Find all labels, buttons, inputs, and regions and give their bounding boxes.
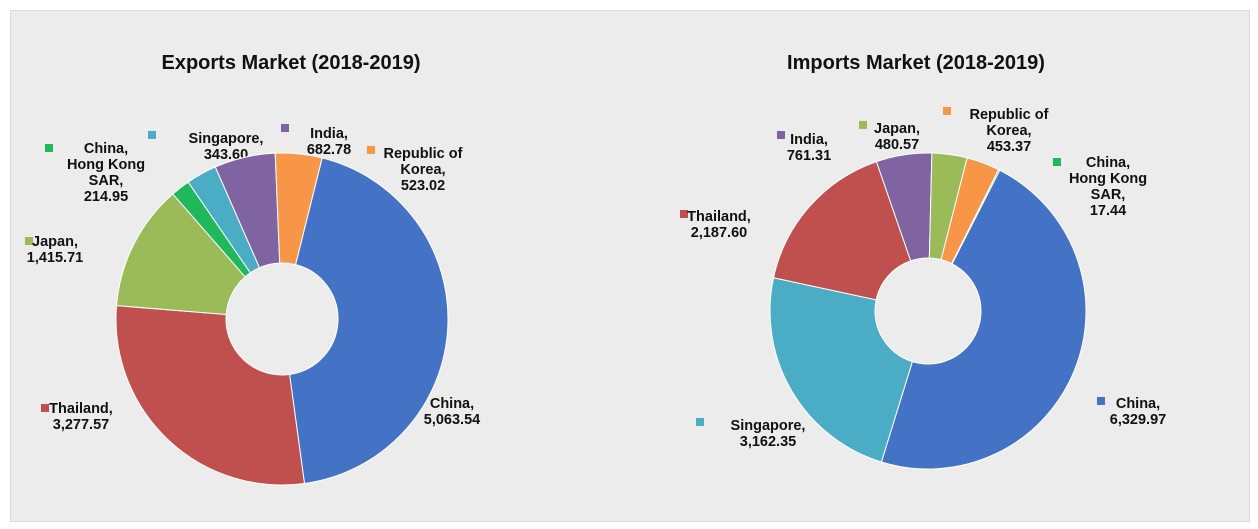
- slice-republic-of-korea: [274, 152, 323, 266]
- data-label-india: India, 682.78: [307, 126, 351, 158]
- label-marker-thailand: [41, 404, 49, 412]
- label-marker-republic-of-korea: [367, 146, 375, 154]
- data-label-china-hong-kong-sar: China, Hong Kong SAR, 214.95: [67, 141, 145, 205]
- label-marker-japan: [859, 121, 867, 129]
- label-marker-india: [281, 124, 289, 132]
- label-marker-singapore: [148, 131, 156, 139]
- chart-figure: Exports Market (2018-2019) China, 5,063.5…: [10, 10, 1250, 522]
- slice-singapore: [769, 277, 913, 463]
- label-marker-china-hong-kong-sar: [45, 144, 53, 152]
- charts-canvas: Exports Market (2018-2019) China, 5,063.5…: [25, 52, 1166, 486]
- label-marker-china: [1097, 397, 1105, 405]
- slice-china-hong-kong-sar: [951, 168, 1001, 265]
- data-label-japan: Japan, 480.57: [874, 121, 920, 153]
- data-label-japan: Japan, 1,415.71: [27, 234, 83, 266]
- data-label-thailand: Thailand, 2,187.60: [687, 209, 751, 241]
- data-label-singapore: Singapore, 3,162.35: [731, 418, 806, 450]
- label-marker-japan: [25, 237, 33, 245]
- label-marker-thailand: [680, 210, 688, 218]
- imports-chart-title: Imports Market (2018-2019): [787, 52, 1045, 74]
- data-label-republic-of-korea: Republic of Korea, 523.02: [384, 146, 463, 194]
- label-marker-china: [411, 399, 419, 407]
- data-label-china: China, 5,063.54: [424, 396, 480, 428]
- slice-japan: [116, 193, 246, 316]
- exports-donut-chart: Exports Market (2018-2019) China, 5,063.5…: [25, 52, 480, 486]
- data-label-china: China, 6,329.97: [1110, 396, 1166, 428]
- slice-thailand: [772, 161, 912, 301]
- imports-donut-chart: Imports Market (2018-2019) China, 6,329.9…: [680, 52, 1166, 470]
- label-marker-china-hong-kong-sar: [1053, 158, 1061, 166]
- data-label-republic-of-korea: Republic of Korea, 453.37: [970, 107, 1049, 155]
- data-label-thailand: Thailand, 3,277.57: [49, 401, 113, 433]
- data-label-china-hong-kong-sar: China, Hong Kong SAR, 17.44: [1069, 155, 1147, 219]
- exports-chart-title: Exports Market (2018-2019): [161, 52, 420, 74]
- data-label-india: India, 761.31: [787, 132, 831, 164]
- label-marker-india: [777, 131, 785, 139]
- slice-thailand: [115, 305, 306, 486]
- slice-china: [880, 169, 1087, 470]
- slice-china: [289, 157, 449, 485]
- label-marker-singapore: [696, 418, 704, 426]
- label-marker-republic-of-korea: [943, 107, 951, 115]
